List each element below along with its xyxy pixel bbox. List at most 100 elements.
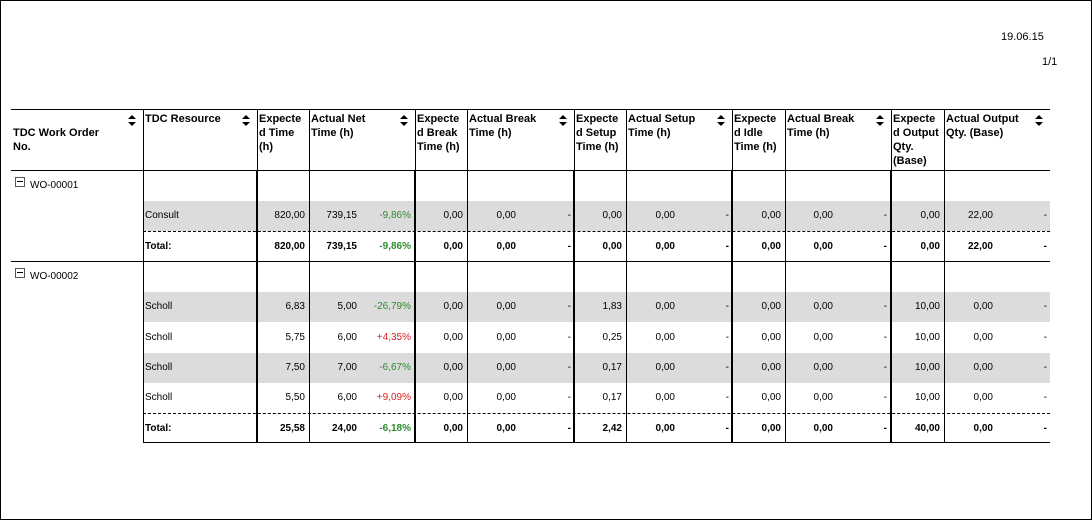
act-idle-cell: 0,00 xyxy=(813,392,833,403)
resource-name: Consult xyxy=(145,210,179,221)
sort-icon[interactable] xyxy=(717,114,725,128)
exp-time-cell: 6,83 xyxy=(285,301,305,312)
sort-icon[interactable] xyxy=(559,114,567,128)
output-dev-cell: - xyxy=(1043,241,1047,252)
exp-time-cell: 820,00 xyxy=(274,241,305,252)
idle-dev-cell: - xyxy=(883,362,887,373)
header-bottom-rule xyxy=(11,170,1050,171)
column-header-line: Time (h) xyxy=(734,141,777,153)
group-divider xyxy=(11,261,143,262)
column-separator xyxy=(626,170,627,442)
column-header-line: d Setup xyxy=(576,127,617,139)
sort-icon[interactable] xyxy=(400,114,408,128)
exp-break-cell: 0,00 xyxy=(443,392,463,403)
act-setup-cell: 0,00 xyxy=(655,210,675,221)
column-header-line: Qty. (Base) xyxy=(946,127,1004,139)
shaded-row-bg xyxy=(143,353,1050,383)
exp-output-cell: 10,00 xyxy=(914,332,940,343)
column-separator xyxy=(467,109,468,170)
exp-setup-cell: 1,83 xyxy=(602,301,622,312)
column-header-line: Time (h) xyxy=(311,127,354,139)
act-break-cell: 0,00 xyxy=(496,241,516,252)
act-output-cell: 0,00 xyxy=(973,362,993,373)
column-header-line: (h) xyxy=(259,141,274,153)
exp-time-cell: 7,50 xyxy=(285,362,305,373)
sort-icon[interactable] xyxy=(876,114,884,128)
net-dev-cell: +4,35% xyxy=(376,332,411,343)
exp-break-cell: 0,00 xyxy=(443,301,463,312)
act-idle-cell: 0,00 xyxy=(813,362,833,373)
shaded-row-bg xyxy=(143,201,1050,231)
column-separator xyxy=(890,170,892,442)
net-dev-cell: +9,09% xyxy=(376,392,411,403)
column-header-line: TDC Work Order xyxy=(13,127,99,139)
output-dev-cell: - xyxy=(1043,392,1047,403)
net-time-cell: 6,00 xyxy=(337,392,357,403)
sort-icon[interactable] xyxy=(128,114,136,128)
exp-idle-cell: 0,00 xyxy=(761,210,781,221)
exp-output-cell: 10,00 xyxy=(914,362,940,373)
column-header-line: Time (h) xyxy=(628,127,671,139)
idle-dev-cell: - xyxy=(883,423,887,434)
column-separator xyxy=(785,170,786,442)
column-header-line: Expecte xyxy=(734,113,777,125)
column-header-line: Time (h) xyxy=(576,141,619,153)
exp-break-cell: 0,00 xyxy=(443,210,463,221)
setup-dev-cell: - xyxy=(725,241,729,252)
work-order-number[interactable]: WO-00002 xyxy=(30,271,79,282)
net-dev-cell: -9,86% xyxy=(379,210,411,221)
column-header-line: Qty. xyxy=(893,141,914,153)
exp-setup-cell: 0,00 xyxy=(602,210,622,221)
setup-dev-cell: - xyxy=(725,210,729,221)
sort-icon[interactable] xyxy=(242,114,250,128)
output-dev-cell: - xyxy=(1043,210,1047,221)
column-separator xyxy=(415,109,416,170)
column-header-line: Time (h) xyxy=(417,141,460,153)
act-output-cell: 22,00 xyxy=(967,241,993,252)
setup-dev-cell: - xyxy=(725,423,729,434)
exp-output-cell: 0,00 xyxy=(920,241,940,252)
exp-break-cell: 0,00 xyxy=(443,423,463,434)
work-order-number[interactable]: WO-00001 xyxy=(30,180,79,191)
act-idle-cell: 0,00 xyxy=(813,301,833,312)
net-dev-cell: -26,79% xyxy=(373,301,411,312)
break-dev-cell: - xyxy=(567,362,571,373)
net-dev-cell: -6,18% xyxy=(379,423,411,434)
exp-idle-cell: 0,00 xyxy=(761,423,781,434)
net-time-cell: 24,00 xyxy=(331,423,357,434)
act-break-cell: 0,00 xyxy=(496,392,516,403)
act-setup-cell: 0,00 xyxy=(655,332,675,343)
column-header-line: Expecte xyxy=(576,113,619,125)
exp-setup-cell: 0,17 xyxy=(602,392,622,403)
group-divider xyxy=(143,261,1050,262)
act-output-cell: 0,00 xyxy=(973,392,993,403)
act-setup-cell: 0,00 xyxy=(655,423,675,434)
column-header-line: d Idle xyxy=(734,127,763,139)
column-header-line: (Base) xyxy=(893,155,927,167)
exp-idle-cell: 0,00 xyxy=(761,362,781,373)
exp-time-cell: 820,00 xyxy=(274,210,305,221)
collapse-minus-icon[interactable] xyxy=(15,177,25,187)
sort-icon[interactable] xyxy=(1035,114,1043,128)
column-header-line: Time (h) xyxy=(787,127,830,139)
exp-idle-cell: 0,00 xyxy=(761,241,781,252)
exp-idle-cell: 0,00 xyxy=(761,392,781,403)
net-time-cell: 739,15 xyxy=(326,210,357,221)
act-output-cell: 0,00 xyxy=(973,301,993,312)
column-header-line: Actual Net xyxy=(311,113,366,125)
column-header-line: Expecte xyxy=(259,113,302,125)
act-setup-cell: 0,00 xyxy=(655,362,675,373)
act-output-cell: 22,00 xyxy=(967,210,993,221)
idle-dev-cell: - xyxy=(883,332,887,343)
setup-dev-cell: - xyxy=(725,301,729,312)
break-dev-cell: - xyxy=(567,392,571,403)
collapse-minus-icon[interactable] xyxy=(15,268,25,278)
exp-setup-cell: 0,17 xyxy=(602,362,622,373)
column-header-line: d Time xyxy=(259,127,295,139)
exp-break-cell: 0,00 xyxy=(443,241,463,252)
resource-name: Scholl xyxy=(145,362,173,373)
column-separator xyxy=(414,170,416,442)
column-header-line: Actual Break xyxy=(469,113,537,125)
idle-dev-cell: - xyxy=(883,301,887,312)
